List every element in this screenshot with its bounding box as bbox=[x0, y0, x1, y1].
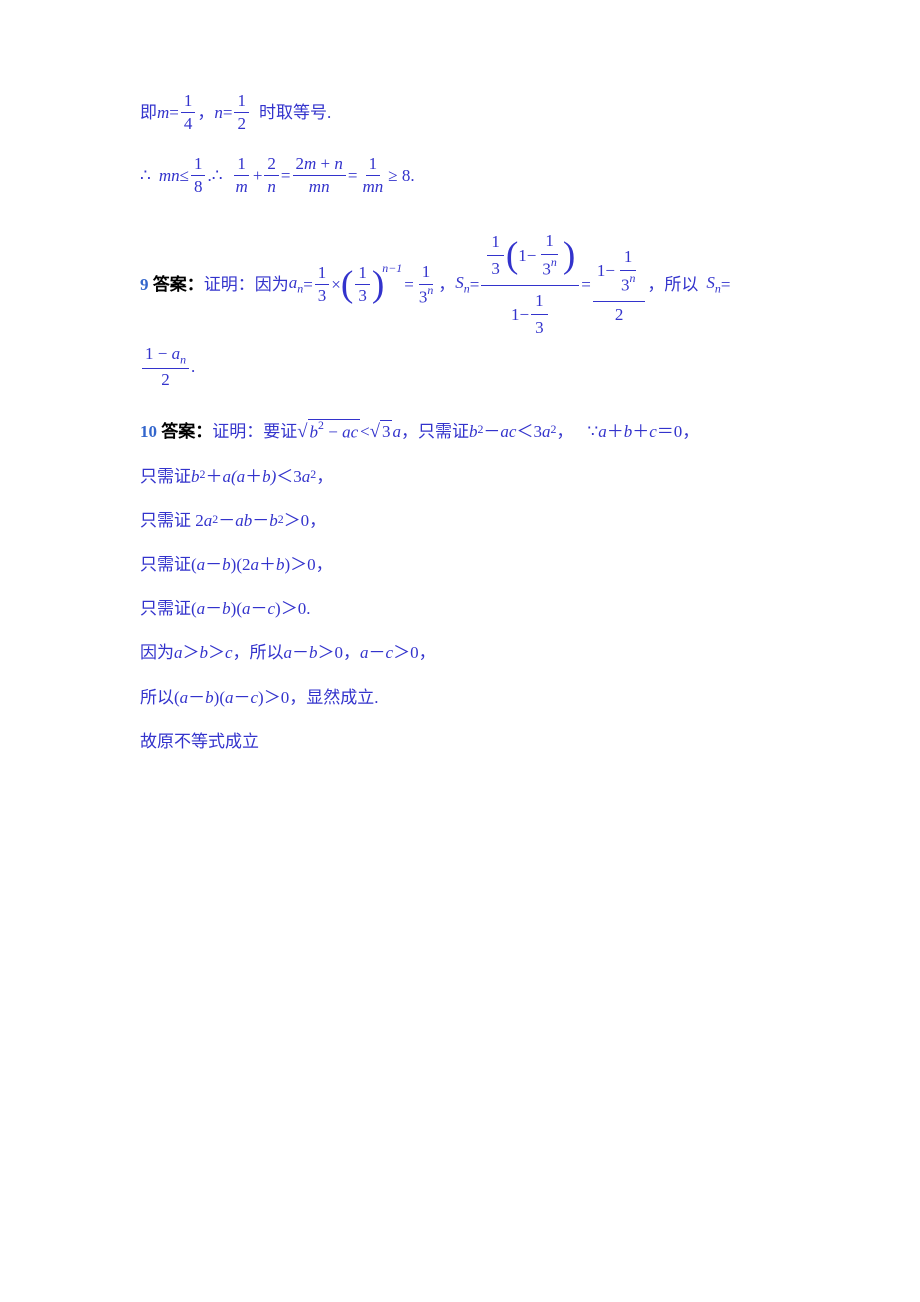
q10-line-4: 只需证( a－b )(2 a＋b )＞0， bbox=[140, 554, 780, 576]
frac-1-4: 1 4 bbox=[181, 90, 196, 135]
text: 所以( bbox=[140, 687, 180, 709]
line-2: mn ≤ 1 8 . 1 m + 2 n = 2m + n mn = 1 mn … bbox=[140, 153, 780, 198]
q10-line-1: 10 答案： 证明：要证 √ b2 − ac < √ 3 a ，只需证 b2 －… bbox=[140, 419, 780, 444]
eq: = bbox=[581, 274, 591, 296]
var-mn: mn bbox=[159, 165, 180, 187]
sqrt-3: √ 3 bbox=[370, 420, 393, 444]
lt: < bbox=[360, 421, 370, 443]
eq: = bbox=[721, 274, 731, 296]
text: 只需证 2 bbox=[140, 510, 204, 532]
text: 只需证( bbox=[140, 598, 197, 620]
var-sn: Sn bbox=[706, 272, 720, 297]
frac-1-2: 1 2 bbox=[234, 90, 249, 135]
because-icon bbox=[587, 421, 598, 443]
sqrt-b2-ac: √ b2 − ac bbox=[297, 419, 360, 444]
comma: ， bbox=[438, 274, 455, 296]
eq: = bbox=[470, 274, 480, 296]
le: ≤ bbox=[180, 165, 189, 187]
q10-line-7: 所以( a－b )( a－c )＞0，显然成立. bbox=[140, 687, 780, 709]
q10-label: 10 答案： bbox=[140, 421, 212, 443]
eq: = bbox=[348, 165, 358, 187]
eq: = bbox=[169, 102, 179, 124]
ge-8: ≥ 8 bbox=[388, 165, 410, 187]
text: 证明：要证 bbox=[212, 421, 297, 443]
frac-1-mn: 1 mn bbox=[359, 153, 386, 198]
text: 只需证 bbox=[140, 466, 191, 488]
therefore-icon bbox=[212, 165, 223, 187]
frac-2mn-mn: 2m + n mn bbox=[293, 153, 346, 198]
var-sn: Sn bbox=[455, 272, 469, 297]
big-frac-1: 1 3 ( 1 − 1 3n ) 1 − 1 3 bbox=[481, 226, 579, 343]
dot: . bbox=[191, 356, 195, 378]
q10-line-2: 只需证 b2 ＋ a (a＋b) ＜3 a2 ， bbox=[140, 466, 780, 488]
q10-line-8: 故原不等式成立 bbox=[140, 731, 780, 753]
text: 只需证( bbox=[140, 554, 197, 576]
abc-sum: a bbox=[598, 421, 607, 443]
text: ，只需证 bbox=[401, 421, 469, 443]
var-an: an bbox=[289, 272, 303, 297]
q9-line: 9 9 答案：答案： 证明：因为 an = 1 3 × ( 1 3 ) n−1 … bbox=[140, 226, 780, 391]
frac-final: 1 − an 2 bbox=[142, 343, 189, 391]
text: 即 bbox=[140, 102, 157, 124]
dot: . bbox=[410, 165, 414, 187]
q10-line-3: 只需证 2 a2 － ab － b2 ＞0， bbox=[140, 510, 780, 532]
q10-line-5: 只需证( a－b )( a－c )＞0. bbox=[140, 598, 780, 620]
line-1: 即 m = 1 4 ， n = 1 2 时取等号. bbox=[140, 90, 780, 135]
q10-line-6: 因为 a＞b＞c ，所以 a－b ＞0， a－c ＞0， bbox=[140, 642, 780, 664]
q9-label: 9 9 答案：答案： bbox=[140, 274, 204, 296]
frac-1-m: 1 m bbox=[233, 153, 251, 198]
var-m: m bbox=[157, 102, 169, 124]
comma: ， bbox=[197, 102, 214, 124]
eq: = bbox=[281, 165, 291, 187]
frac-1-8: 1 8 bbox=[191, 153, 206, 198]
var-a: a bbox=[392, 421, 401, 443]
paren-frac: ( 1 3 ) n−1 bbox=[341, 262, 404, 307]
times: × bbox=[331, 274, 341, 296]
eq: = bbox=[303, 274, 313, 296]
text: ，所以 bbox=[647, 274, 698, 296]
eq: = bbox=[404, 274, 414, 296]
text: 故原不等式成立 bbox=[140, 731, 259, 753]
therefore-icon bbox=[140, 165, 151, 187]
eq: = bbox=[223, 102, 233, 124]
frac-2-n: 2 n bbox=[264, 153, 279, 198]
text: 时取等号. bbox=[259, 102, 331, 124]
big-frac-2: 1 − 1 3n 2 bbox=[593, 242, 646, 328]
text: 因为 bbox=[140, 642, 174, 664]
plus: + bbox=[253, 165, 263, 187]
text: 证明：因为 bbox=[204, 274, 289, 296]
var-n: n bbox=[214, 102, 223, 124]
frac-1-3: 1 3 bbox=[315, 262, 330, 307]
frac-1-3n: 1 3n bbox=[416, 261, 436, 308]
